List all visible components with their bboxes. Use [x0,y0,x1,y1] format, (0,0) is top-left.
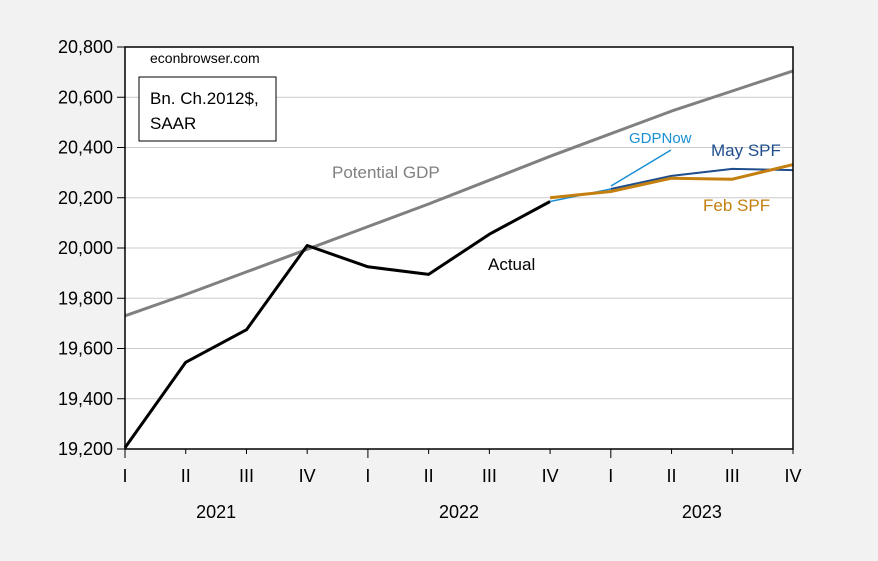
x-tick-label: II [424,466,434,486]
units-box [138,76,277,142]
label-actual: Actual [488,255,535,274]
label-feb-spf: Feb SPF [703,196,770,215]
y-axis: 19,200 19,400 19,600 19,800 20,000 20,200 20,4… [58,37,125,459]
x-tick-label: III [482,466,497,486]
y-tick-label: 20,000 [58,238,113,258]
y-tick-label: 20,800 [58,37,113,57]
x-year-label: 2021 [196,502,236,522]
x-tick-label: IV [542,466,559,486]
y-tick-label: 19,400 [58,389,113,409]
source-note: econbrowser.com [150,50,260,66]
series-may-spf [610,167,794,190]
x-tick-label: I [122,466,127,486]
series-actual [123,200,551,449]
y-tick-label: 19,200 [58,439,113,459]
series-potential-gdp [124,69,794,318]
y-tick-label: 19,600 [58,339,113,359]
x-tick-label: III [725,466,740,486]
series-lines [123,69,794,449]
y-tick-label: 20,600 [58,87,113,107]
x-tick-label: I [365,466,370,486]
label-potential-gdp: Potential GDP [332,163,440,182]
x-tick-label: II [667,466,677,486]
series-feb-spf [549,163,794,200]
gdpnow-pointer [610,149,672,187]
x-year-label: 2022 [439,502,479,522]
y-tick-label: 20,400 [58,138,113,158]
units-line-2: SAAR [150,114,196,133]
units-line-1: Bn. Ch.2012$, [150,89,259,108]
y-tick-label: 20,200 [58,188,113,208]
x-tick-label: I [608,466,613,486]
x-tick-label: IV [784,466,801,486]
x-tick-label: IV [299,466,316,486]
y-tick-label: 19,800 [58,288,113,308]
x-tick-label: II [181,466,191,486]
label-gdpnow: GDPNow [629,130,692,147]
gridlines [125,96,793,400]
x-year-label: 2023 [682,502,722,522]
label-may-spf: May SPF [711,141,781,160]
x-tick-label: III [239,466,254,486]
